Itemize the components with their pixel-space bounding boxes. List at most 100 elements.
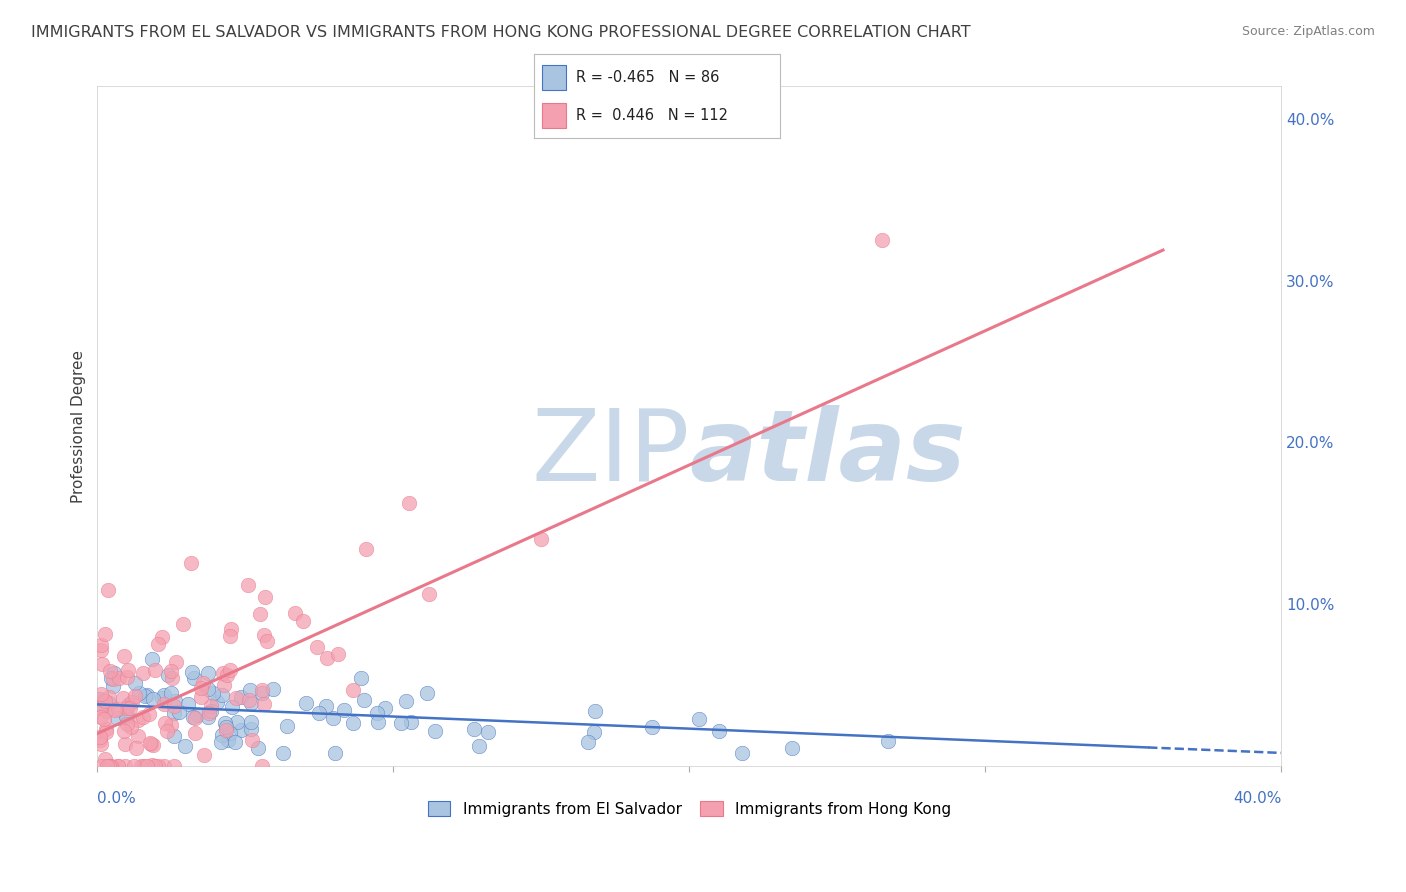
Point <box>89 701 111 715</box>
Point <box>141 757 163 772</box>
Legend: Immigrants from El Salvador, Immigrants from Hong Kong: Immigrants from El Salvador, Immigrants … <box>422 795 957 822</box>
Point <box>98 664 121 678</box>
Point <box>190 681 212 695</box>
Point <box>219 629 242 643</box>
Point <box>139 738 162 752</box>
Point <box>90 643 112 657</box>
Point <box>253 628 276 642</box>
Point <box>94 725 117 739</box>
Point <box>115 670 138 684</box>
Point <box>129 759 152 773</box>
Point <box>252 698 274 712</box>
Point <box>162 671 184 685</box>
Point <box>252 759 274 773</box>
Point <box>316 650 339 665</box>
Point <box>342 683 364 698</box>
Point <box>731 747 754 761</box>
Point <box>374 701 396 715</box>
Point <box>134 689 156 703</box>
Point <box>153 759 176 773</box>
Point <box>163 699 186 714</box>
Point <box>94 627 117 641</box>
Text: atlas: atlas <box>689 405 966 502</box>
Point <box>190 690 212 705</box>
Point <box>236 578 259 592</box>
Point <box>100 759 122 773</box>
Point <box>165 694 187 708</box>
Point <box>423 723 446 738</box>
Point <box>246 741 269 756</box>
Point <box>132 666 155 681</box>
Point <box>97 582 120 597</box>
Point <box>273 746 295 760</box>
Point <box>160 686 183 700</box>
Point <box>315 698 337 713</box>
Point <box>153 716 176 731</box>
Point <box>211 729 233 743</box>
Point <box>156 668 179 682</box>
Point <box>325 746 347 760</box>
Point <box>163 729 186 743</box>
Point <box>398 496 420 510</box>
Point <box>333 703 356 717</box>
Point <box>121 695 143 709</box>
Point <box>225 691 247 706</box>
Point <box>96 759 118 773</box>
Point <box>90 657 112 671</box>
Point <box>224 735 246 749</box>
Point <box>117 698 139 713</box>
Point <box>156 723 179 738</box>
Point <box>153 688 176 702</box>
Point <box>122 759 145 773</box>
Point <box>221 699 243 714</box>
Point <box>253 591 276 605</box>
Point <box>114 759 136 773</box>
Point <box>217 733 239 747</box>
Point <box>120 701 142 715</box>
Point <box>215 720 238 734</box>
Point <box>98 759 121 773</box>
Point <box>115 700 138 714</box>
Point <box>181 710 204 724</box>
Text: R =  0.446   N = 112: R = 0.446 N = 112 <box>576 108 728 123</box>
Point <box>163 706 186 721</box>
Point <box>870 233 893 247</box>
Point <box>104 703 127 717</box>
Point <box>530 532 553 546</box>
Point <box>239 722 262 736</box>
Point <box>114 737 136 751</box>
Point <box>205 695 228 709</box>
Text: 40.0%: 40.0% <box>1233 791 1281 806</box>
Point <box>90 759 112 773</box>
Point <box>212 678 235 692</box>
Text: 0.0%: 0.0% <box>97 791 136 806</box>
Point <box>354 542 377 557</box>
Point <box>98 759 121 773</box>
Point <box>200 699 222 714</box>
Point <box>180 556 202 570</box>
Point <box>197 681 219 696</box>
Point <box>142 691 165 706</box>
Point <box>780 740 803 755</box>
Point <box>197 706 219 720</box>
Point <box>641 720 664 734</box>
Point <box>173 739 195 753</box>
Point <box>197 665 219 680</box>
Point <box>583 725 606 739</box>
Point <box>107 702 129 716</box>
Point <box>367 714 389 729</box>
Point <box>103 666 125 681</box>
Point <box>89 733 111 747</box>
Point <box>111 690 134 705</box>
FancyBboxPatch shape <box>541 64 567 90</box>
Point <box>240 733 263 747</box>
Point <box>93 712 115 726</box>
Point <box>193 675 215 690</box>
Point <box>328 647 350 661</box>
Point <box>100 671 122 685</box>
Point <box>250 686 273 700</box>
Point <box>117 663 139 677</box>
Point <box>180 665 202 680</box>
Point <box>576 735 599 749</box>
Point <box>150 691 173 706</box>
